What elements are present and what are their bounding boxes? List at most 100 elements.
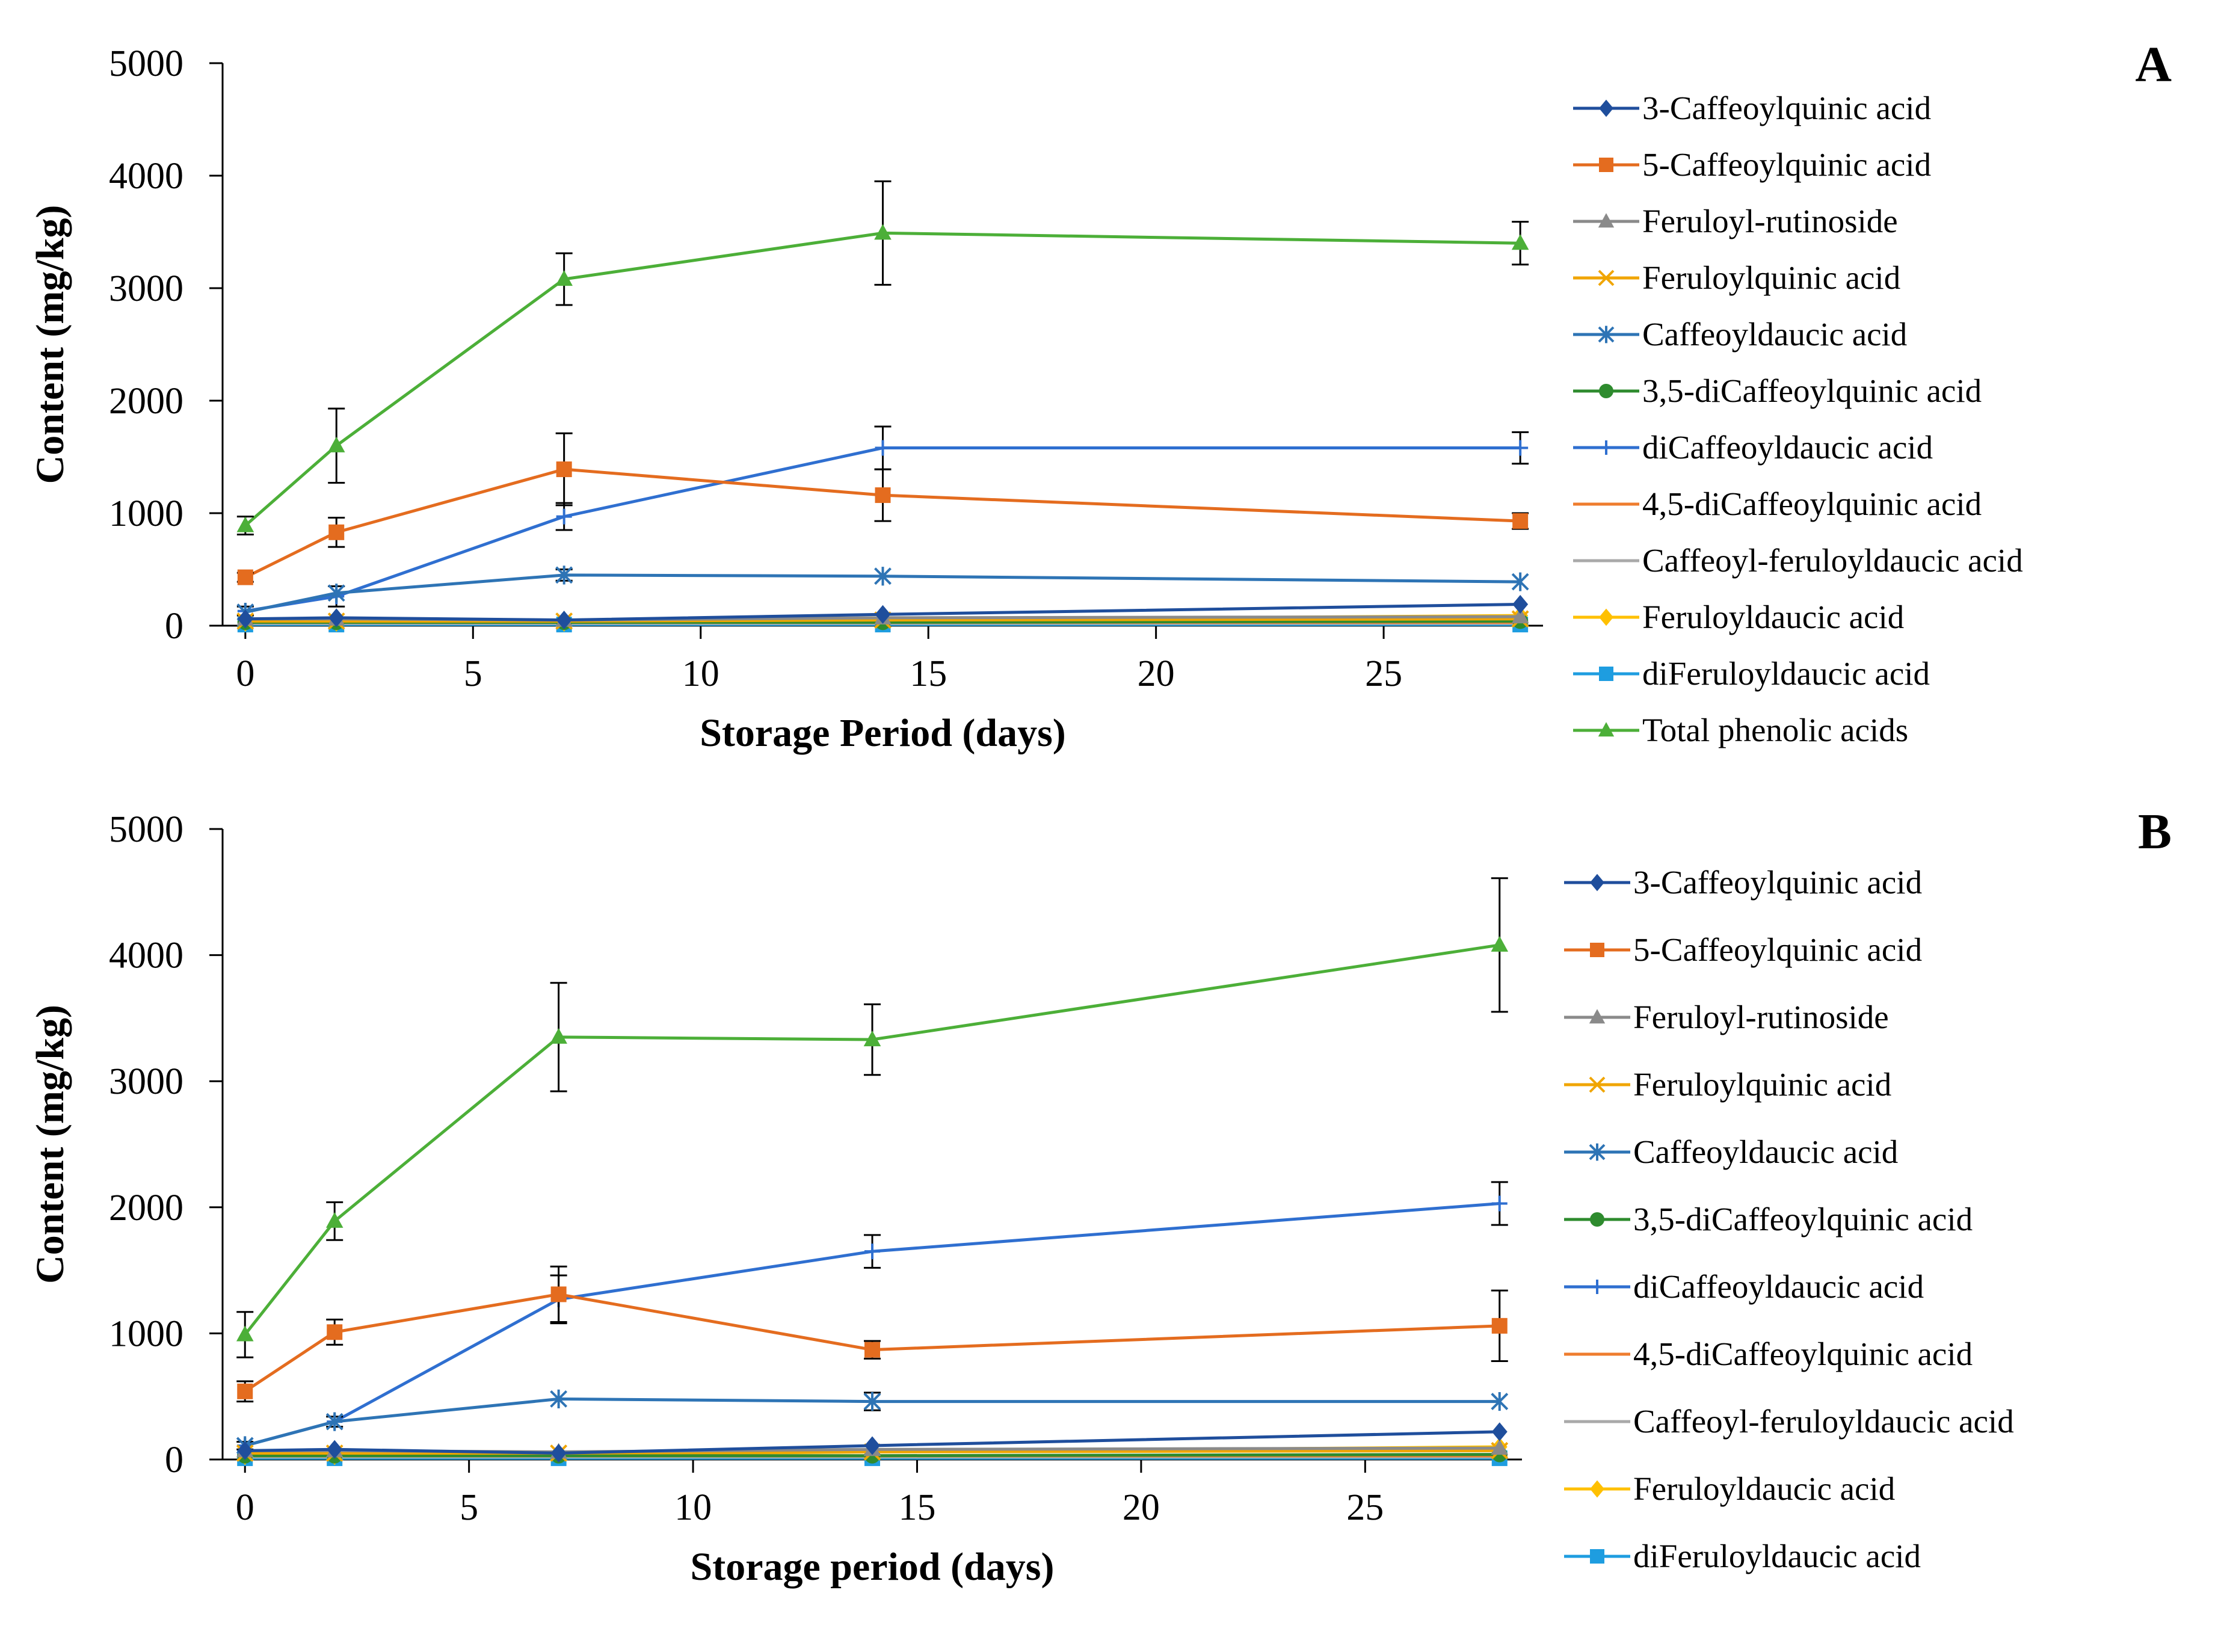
legend-item: 4,5-diCaffeoylquinic acid: [1573, 485, 1982, 522]
legend-label: 3-Caffeoylquinic acid: [1642, 90, 1931, 126]
data-point: [325, 1212, 343, 1228]
y-tick-label: 3000: [109, 1061, 183, 1102]
x-tick-label: 0: [236, 1487, 254, 1528]
legend-label: Feruloyl-rutinoside: [1633, 999, 1889, 1035]
legend-item: diFeruloyldaucic acid: [1573, 655, 1930, 692]
y-tick-label: 2000: [109, 1188, 183, 1228]
x-tick-label: 20: [1138, 653, 1175, 694]
y-axis-label: Content (mg/kg): [28, 1005, 72, 1284]
data-point: [875, 440, 891, 456]
legend-marker: [1599, 608, 1613, 626]
panel-label: A: [2135, 37, 2172, 93]
legend-marker: [1590, 1549, 1604, 1564]
x-tick-label: 15: [898, 1487, 935, 1528]
legend-item: Feruloylquinic acid: [1564, 1066, 1891, 1103]
data-point: [556, 461, 572, 478]
legend-item: Caffeoyldaucic acid: [1573, 316, 1907, 353]
legend-label: 4,5-diCaffeoylquinic acid: [1633, 1336, 1973, 1372]
chart-panel-B: 0 1000 2000 3000 4000 5000 0 5 10 15 20 25 Storage p…: [28, 804, 2172, 1589]
legend-marker: [1599, 384, 1613, 398]
panel-label: B: [2138, 804, 2172, 860]
data-point: [237, 609, 253, 629]
data-point: [236, 1325, 254, 1342]
data-point: [327, 1324, 343, 1340]
legend-label: Caffeoyldaucic acid: [1642, 316, 1907, 353]
legend-label: Total phenolic acids: [1642, 712, 1908, 748]
data-point: [556, 611, 572, 630]
data-point: [327, 436, 345, 452]
data-point: [556, 508, 572, 525]
x-tick-label: 10: [682, 653, 719, 694]
data-point: [237, 1383, 253, 1399]
data-point: [1491, 1422, 1508, 1441]
legend-label: 5-Caffeoylquinic acid: [1642, 146, 1931, 183]
legend-item: Caffeoyl-feruloyldaucic acid: [1564, 1403, 2014, 1440]
data-point: [237, 1441, 253, 1460]
legend-item: 4,5-diCaffeoylquinic acid: [1564, 1336, 1973, 1372]
y-tick-label: 2000: [109, 381, 183, 422]
y-tick-label: 4000: [109, 935, 183, 976]
legend-marker: [1589, 1009, 1606, 1024]
data-point: [237, 569, 253, 585]
legend-label: 5-Caffeoylquinic acid: [1633, 931, 1922, 968]
series-dicaffeoyldaucic-acid: [236, 425, 1529, 619]
y-tick-label: 4000: [109, 156, 183, 197]
legend-label: Caffeoyl-feruloyldaucic acid: [1642, 542, 2023, 579]
legend-marker: [1599, 440, 1613, 455]
legend-label: 3,5-diCaffeoylquinic acid: [1642, 372, 1982, 409]
data-point: [550, 1443, 567, 1463]
legend-item: 5-Caffeoylquinic acid: [1564, 931, 1922, 968]
y-axis-label: Content (mg/kg): [28, 205, 72, 484]
x-tick-label: 5: [460, 1487, 478, 1528]
legend-label: Caffeoyldaucic acid: [1633, 1133, 1898, 1170]
legend: 3-Caffeoylquinic acid 5-Caffeoylquinic ac…: [1573, 90, 2023, 748]
legend-label: Feruloyldaucic acid: [1642, 599, 1904, 635]
legend-item: Caffeoyl-feruloyldaucic acid: [1573, 542, 2023, 579]
series-3-caffeoylquinic-acid: [237, 1422, 1508, 1463]
data-point: [236, 516, 254, 532]
data-point: [550, 1028, 567, 1044]
data-point: [555, 270, 573, 286]
series-5-caffeoylquinic-acid: [236, 432, 1529, 585]
legend-marker: [1598, 722, 1615, 737]
y-tick-label: 3000: [109, 268, 183, 309]
data-point: [1512, 440, 1529, 456]
legend-item: 3,5-diCaffeoylquinic acid: [1573, 372, 1982, 409]
data-point: [1512, 594, 1529, 614]
legend-label: diCaffeoyldaucic acid: [1633, 1268, 1924, 1305]
data-point: [325, 1412, 343, 1431]
legend-label: Feruloylquinic acid: [1633, 1066, 1891, 1103]
legend-item: Total phenolic acids: [1573, 712, 1908, 748]
data-point: [327, 1440, 343, 1459]
legend-marker: [1598, 325, 1615, 344]
x-tick-label: 20: [1123, 1487, 1160, 1528]
legend-item: Feruloyldaucic acid: [1573, 599, 1904, 635]
y-tick-label: 5000: [109, 43, 183, 84]
y-tick-label: 1000: [109, 493, 183, 534]
data-point: [555, 566, 573, 585]
legend-label: 4,5-diCaffeoylquinic acid: [1642, 485, 1982, 522]
legend-label: Feruloyldaucic acid: [1633, 1470, 1895, 1507]
data-point: [863, 1392, 881, 1411]
y-tick-label: 0: [165, 1440, 183, 1481]
legend-item: diCaffeoyldaucic acid: [1564, 1268, 1924, 1305]
legend-marker: [1599, 667, 1613, 681]
data-point: [1491, 1439, 1509, 1455]
legend-marker: [1589, 1076, 1606, 1093]
x-tick-label: 25: [1346, 1487, 1384, 1528]
data-point: [863, 1031, 881, 1047]
legend-marker: [1598, 213, 1615, 228]
legend-marker: [1590, 1480, 1604, 1498]
legend-marker: [1590, 943, 1604, 957]
legend-label: diCaffeoyldaucic acid: [1642, 429, 1933, 466]
legend-marker: [1599, 158, 1613, 172]
data-point: [1491, 935, 1509, 952]
x-tick-label: 15: [910, 653, 947, 694]
legend-label: Feruloyl-rutinoside: [1642, 203, 1898, 239]
x-tick-label: 25: [1365, 653, 1402, 694]
legend-label: 3-Caffeoylquinic acid: [1633, 864, 1922, 901]
series-3-caffeoylquinic-acid: [237, 594, 1529, 630]
x-axis-label: Storage period (days): [691, 1545, 1055, 1589]
legend-item: Feruloylquinic acid: [1573, 259, 1900, 296]
legend-item: 3-Caffeoylquinic acid: [1564, 864, 1922, 901]
